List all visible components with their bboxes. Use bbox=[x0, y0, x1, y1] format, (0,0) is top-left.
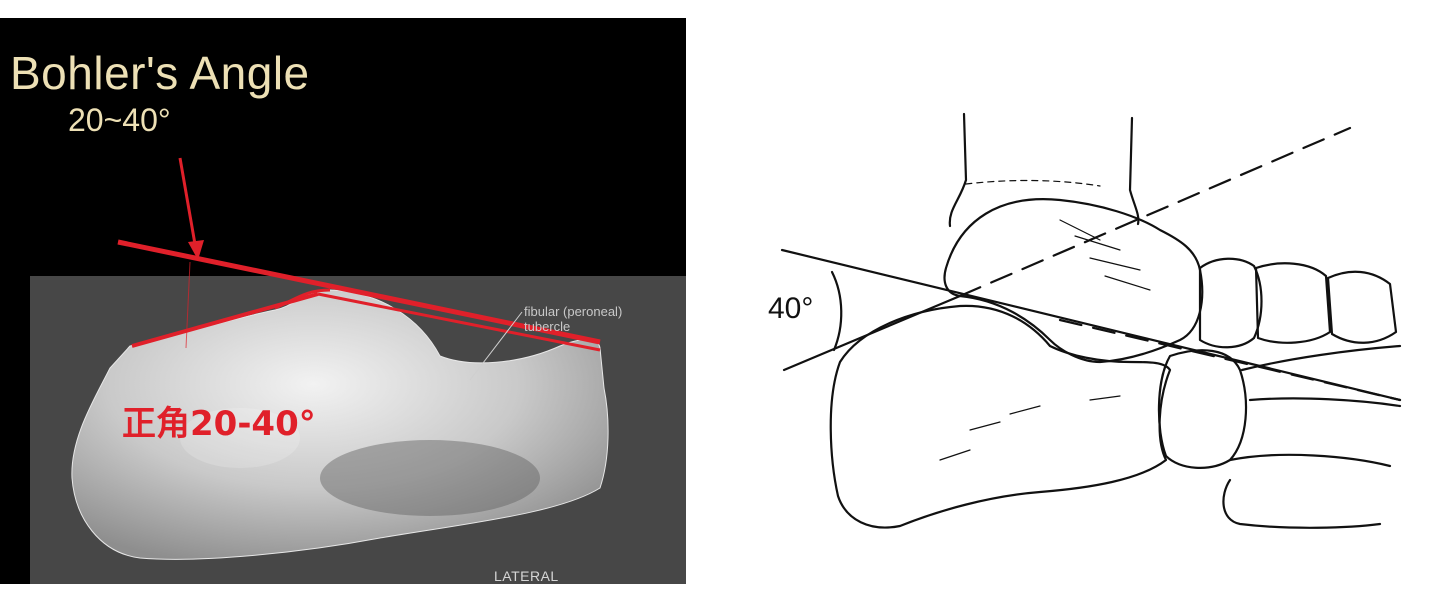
foot-lineart-panel: 40° bbox=[760, 100, 1420, 540]
angle-guide-line bbox=[185, 261, 191, 349]
calcaneus-photo-graphic bbox=[30, 157, 686, 584]
calcaneus-hatching bbox=[939, 395, 1121, 461]
view-label: LATERAL bbox=[494, 568, 559, 584]
tubercle-label: fibular (peroneal) tubercle bbox=[524, 304, 623, 334]
tubercle-leader-line bbox=[469, 311, 523, 381]
foot-lineart-graphic bbox=[780, 112, 1402, 529]
talus-bone bbox=[943, 198, 1204, 364]
angle-value-label: 40° bbox=[768, 292, 814, 325]
tibia-outline bbox=[1128, 116, 1140, 226]
angle-range: 20~40° bbox=[68, 102, 171, 138]
tibia-plafond bbox=[965, 179, 1101, 187]
normal-angle-label: 正角20-40° bbox=[122, 404, 316, 444]
bone-shadow bbox=[320, 440, 540, 516]
posterior-facet-line-dashed bbox=[1058, 318, 1402, 402]
cuboid-bone bbox=[1157, 349, 1248, 469]
pointer-arrow-shaft bbox=[178, 157, 198, 251]
angle-arc bbox=[830, 270, 843, 352]
anterior-line-solid bbox=[782, 294, 962, 372]
anterior-line-dashed bbox=[958, 126, 1352, 298]
fibula-outline bbox=[948, 112, 968, 228]
calcaneus-bone-outline bbox=[829, 304, 1172, 529]
bohler-angle-photo-panel: Bohler's Angle 20~40° 正角20-40° fibular (… bbox=[0, 18, 686, 584]
pointer-arrow-head bbox=[188, 240, 204, 260]
bone-highlight bbox=[180, 408, 300, 468]
cuneiform-bone-2 bbox=[1326, 270, 1398, 344]
cuneiform-bone-1 bbox=[1254, 262, 1332, 344]
metatarsal-line-2 bbox=[1248, 397, 1402, 408]
slide-title: Bohler's Angle bbox=[10, 47, 310, 99]
posterior-facet-line bbox=[317, 292, 601, 352]
navicular-bone bbox=[1198, 257, 1263, 349]
talus-hatching bbox=[1059, 219, 1151, 291]
facet-outline bbox=[274, 288, 331, 310]
fifth-metatarsal-base bbox=[1222, 478, 1382, 529]
metatarsal-line-3 bbox=[1228, 453, 1392, 468]
